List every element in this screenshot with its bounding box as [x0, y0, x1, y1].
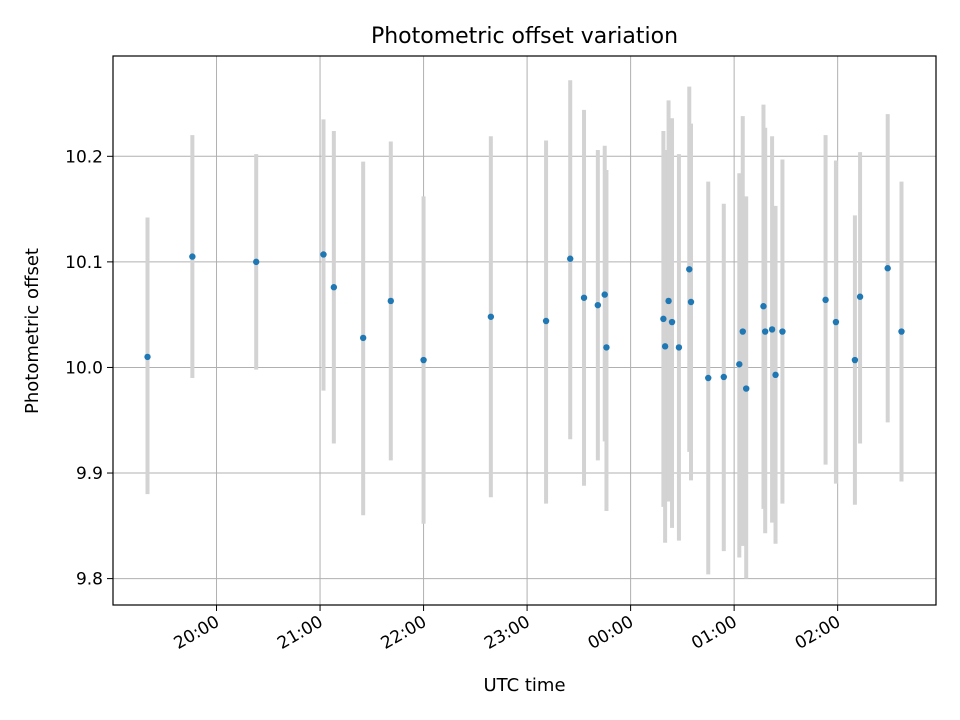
y-tick-label: 9.9 — [76, 464, 103, 484]
y-axis-label: Photometric offset — [22, 248, 43, 414]
grid-lines — [113, 56, 936, 605]
data-point — [822, 296, 829, 304]
y-tick-label: 10.2 — [65, 147, 103, 167]
data-point — [387, 297, 394, 305]
data-point — [144, 353, 151, 361]
y-axis-ticks: 9.8 9.9 10.0 10.1 10.2 — [65, 147, 113, 590]
data-point — [660, 315, 667, 323]
data-point — [768, 326, 776, 333]
data-point — [687, 298, 695, 306]
data-point — [189, 253, 196, 260]
data-point — [705, 374, 712, 382]
data-point — [760, 303, 767, 310]
data-point — [665, 297, 672, 305]
data-point — [851, 356, 859, 364]
data-point — [668, 318, 676, 326]
data-point — [898, 328, 905, 335]
data-point — [832, 318, 840, 326]
data-point — [720, 373, 727, 381]
data-point — [420, 356, 427, 364]
data-point — [661, 343, 669, 350]
data-point — [856, 293, 864, 300]
data-point — [743, 385, 750, 392]
data-point — [675, 344, 683, 351]
data-point — [320, 251, 327, 258]
data-point — [779, 328, 786, 335]
data-point — [542, 317, 550, 325]
data-point — [603, 344, 610, 351]
data-point — [330, 284, 338, 291]
data-point — [884, 265, 891, 272]
y-tick-label: 10.0 — [65, 358, 103, 378]
data-point — [567, 255, 574, 262]
data-point — [736, 361, 743, 368]
data-point — [601, 291, 608, 298]
y-tick-label: 9.8 — [76, 570, 103, 590]
data-point — [487, 313, 495, 320]
data-point — [772, 371, 779, 379]
chart-title: Photometric offset variation — [371, 24, 678, 49]
data-point — [761, 328, 769, 335]
data-point — [580, 294, 588, 301]
plot-frame — [112, 55, 937, 606]
data-points — [144, 251, 905, 392]
data-point — [594, 301, 602, 309]
x-axis-label: UTC time — [483, 675, 565, 696]
data-point — [739, 328, 746, 335]
data-point — [253, 258, 260, 266]
data-point — [359, 334, 367, 342]
data-point — [686, 266, 693, 273]
y-tick-label: 10.1 — [65, 253, 103, 273]
